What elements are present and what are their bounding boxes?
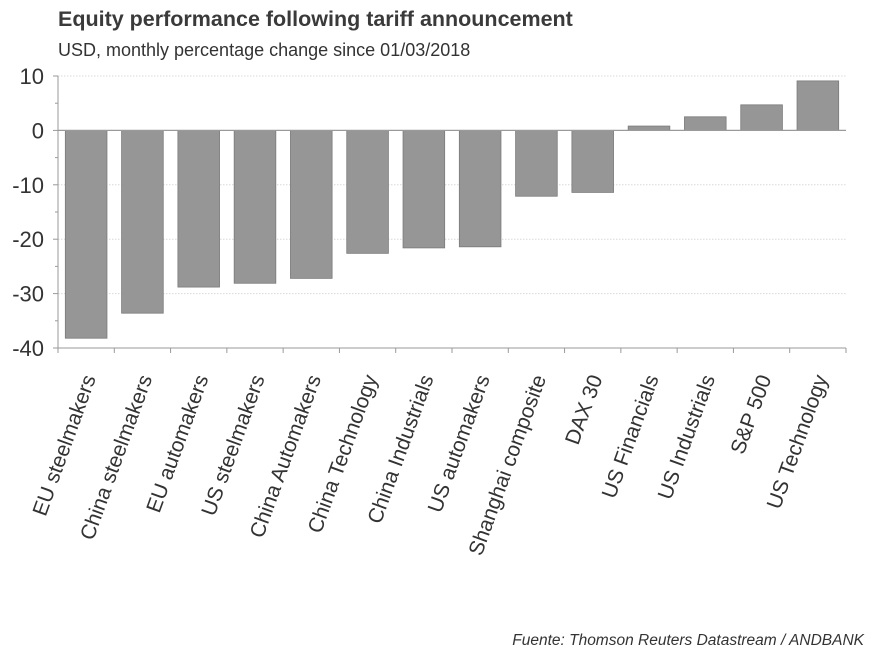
chart-subtitle: USD, monthly percentage change since 01/…: [58, 40, 471, 60]
bar: [290, 129, 333, 279]
bar: [515, 129, 558, 197]
bar: [571, 129, 614, 193]
axes: [53, 75, 847, 353]
y-tick-label: 0: [32, 118, 44, 143]
bar: [627, 125, 671, 131]
bar: [346, 129, 389, 254]
y-tick-labels: 10 0 -10 -20 -30 -40: [12, 64, 44, 361]
x-tick-label: S&P 500: [726, 372, 776, 457]
source-note: Fuente: Thomson Reuters Datastream / AND…: [512, 632, 864, 649]
bar: [64, 129, 108, 339]
bar: [684, 116, 727, 131]
bar: [458, 129, 502, 248]
y-tick-label: -40: [12, 336, 44, 361]
bar: [121, 129, 164, 314]
bars: [64, 80, 840, 339]
y-tick-label: -30: [12, 282, 44, 307]
x-tick-label: US Financials: [598, 372, 664, 502]
bar: [402, 129, 446, 249]
y-tick-label: -20: [12, 227, 44, 252]
bar: [233, 129, 277, 284]
x-tick-label: DAX 30: [561, 372, 607, 448]
x-tick-label: US Industrials: [654, 372, 720, 503]
chart-title: Equity performance following tariff anno…: [58, 7, 573, 31]
y-tick-label: 10: [20, 64, 44, 89]
bar: [796, 80, 840, 131]
gridlines: [58, 75, 846, 349]
bar: [177, 129, 220, 288]
bar: [740, 104, 783, 131]
y-tick-label: -10: [12, 173, 44, 198]
x-tick-label: US Technology: [763, 371, 833, 512]
